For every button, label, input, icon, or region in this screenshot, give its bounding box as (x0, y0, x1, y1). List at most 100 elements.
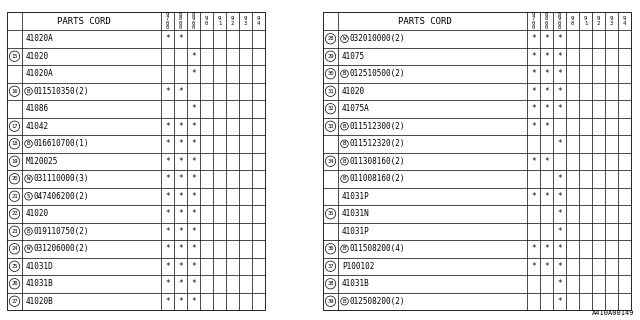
Text: B: B (343, 159, 346, 164)
Text: 41031D: 41031D (26, 262, 54, 271)
Text: *: * (544, 34, 549, 43)
Text: *: * (531, 122, 536, 131)
Text: 41020B: 41020B (26, 297, 54, 306)
Text: *: * (165, 279, 170, 288)
Text: *: * (557, 279, 562, 288)
Text: 8
8
0
0: 8 8 0 0 (545, 12, 548, 30)
Text: *: * (191, 279, 196, 288)
Text: 031206000(2): 031206000(2) (34, 244, 90, 253)
Text: *: * (531, 52, 536, 61)
Text: *: * (178, 209, 183, 218)
Text: *: * (165, 244, 170, 253)
Text: *: * (165, 122, 170, 131)
Text: 19: 19 (12, 159, 18, 164)
Text: 24: 24 (12, 246, 18, 251)
Text: 20: 20 (12, 176, 18, 181)
Text: 9
7
0
0: 9 7 0 0 (166, 12, 169, 30)
Text: *: * (191, 227, 196, 236)
Text: P100102: P100102 (342, 262, 374, 271)
Text: *: * (191, 262, 196, 271)
Text: 9
3: 9 3 (610, 16, 613, 26)
Text: 9
2: 9 2 (231, 16, 234, 26)
Text: *: * (544, 52, 549, 61)
Text: 016610700(1): 016610700(1) (34, 139, 90, 148)
Text: 9
4: 9 4 (623, 16, 626, 26)
Text: B: B (343, 124, 346, 129)
Text: 012508200(2): 012508200(2) (350, 297, 406, 306)
Text: *: * (544, 192, 549, 201)
Text: 8
9
0
0: 8 9 0 0 (192, 12, 195, 30)
Text: B: B (343, 141, 346, 146)
Text: 16: 16 (12, 89, 18, 94)
Text: *: * (178, 192, 183, 201)
Text: 41075: 41075 (342, 52, 365, 61)
Text: 39: 39 (327, 299, 333, 304)
Text: *: * (544, 69, 549, 78)
Text: *: * (178, 34, 183, 43)
Text: *: * (557, 52, 562, 61)
Text: W: W (27, 246, 30, 251)
Text: 9
7
0
0: 9 7 0 0 (532, 12, 535, 30)
Text: B: B (343, 299, 346, 304)
Text: 047406200(2): 047406200(2) (34, 192, 90, 201)
Text: 27: 27 (12, 299, 18, 304)
Text: *: * (191, 209, 196, 218)
Text: 41031B: 41031B (342, 279, 370, 288)
Text: 9
1: 9 1 (584, 16, 587, 26)
Text: 37: 37 (327, 264, 333, 269)
Text: 41031P: 41031P (342, 227, 370, 236)
Text: 8
9
0
0: 8 9 0 0 (558, 12, 561, 30)
Text: 011512300(2): 011512300(2) (350, 122, 406, 131)
Text: 38: 38 (327, 281, 333, 286)
Text: *: * (178, 297, 183, 306)
Text: 8
8
0
0: 8 8 0 0 (179, 12, 182, 30)
Text: *: * (531, 157, 536, 166)
Text: 011008160(2): 011008160(2) (350, 174, 406, 183)
Text: 41031B: 41031B (26, 279, 54, 288)
Text: 26: 26 (12, 281, 18, 286)
Text: *: * (165, 174, 170, 183)
Text: *: * (531, 34, 536, 43)
Text: 41020: 41020 (26, 52, 49, 61)
Text: PARTS CORD: PARTS CORD (57, 17, 111, 26)
Text: 18: 18 (12, 141, 18, 146)
Text: *: * (165, 209, 170, 218)
Text: PARTS CORD: PARTS CORD (398, 17, 452, 26)
Text: *: * (557, 104, 562, 113)
Text: *: * (191, 192, 196, 201)
Text: 41086: 41086 (26, 104, 49, 113)
Text: 25: 25 (12, 264, 18, 269)
Text: *: * (178, 227, 183, 236)
Text: *: * (557, 174, 562, 183)
Text: 9
0: 9 0 (205, 16, 208, 26)
Text: 15: 15 (12, 54, 18, 59)
Text: *: * (544, 87, 549, 96)
Text: S: S (27, 194, 30, 199)
Text: 41075A: 41075A (342, 104, 370, 113)
Text: 33: 33 (327, 124, 333, 129)
Text: *: * (544, 262, 549, 271)
Text: *: * (557, 297, 562, 306)
Text: 41042: 41042 (26, 122, 49, 131)
Text: 36: 36 (327, 246, 333, 251)
Text: *: * (178, 87, 183, 96)
Text: *: * (178, 244, 183, 253)
Text: *: * (544, 157, 549, 166)
Text: *: * (191, 104, 196, 113)
Text: 011508200(4): 011508200(4) (350, 244, 406, 253)
Text: *: * (531, 87, 536, 96)
Text: *: * (557, 69, 562, 78)
Text: 41020: 41020 (26, 209, 49, 218)
Text: 41020A: 41020A (26, 34, 54, 43)
Text: 9
4: 9 4 (257, 16, 260, 26)
Text: *: * (191, 69, 196, 78)
Text: B: B (343, 246, 346, 251)
Text: B: B (343, 71, 346, 76)
Text: *: * (165, 139, 170, 148)
Text: 011510350(2): 011510350(2) (34, 87, 90, 96)
Text: 17: 17 (12, 124, 18, 129)
Text: 31: 31 (327, 89, 333, 94)
Text: *: * (191, 174, 196, 183)
Text: 032010000(2): 032010000(2) (350, 34, 406, 43)
Text: 35: 35 (327, 211, 333, 216)
